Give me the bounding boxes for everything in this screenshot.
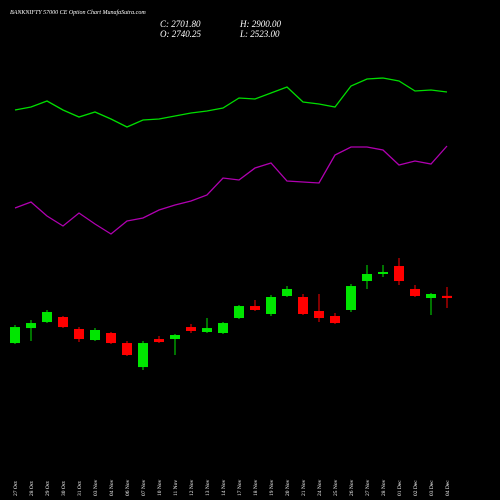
- chart-title: BANKNIFTY 57000 CE Option Chart MunafaSu…: [10, 9, 146, 16]
- indicator-line: [14, 145, 448, 235]
- x-tick-label: 04 Nov: [109, 479, 115, 496]
- candle-body: [42, 311, 52, 323]
- candle-body: [122, 343, 132, 356]
- indicator-line: [14, 77, 448, 128]
- candle-body: [58, 317, 68, 328]
- high-label: H: 2900.00: [239, 19, 281, 29]
- x-tick-label: 04 Dec: [445, 480, 451, 496]
- candle-body: [346, 286, 356, 310]
- candle-body: [186, 327, 196, 331]
- x-tick-label: 20 Nov: [285, 479, 291, 496]
- candle-body: [218, 323, 228, 334]
- candle-body: [234, 306, 244, 319]
- x-tick-label: 21 Nov: [301, 479, 307, 496]
- candle-body: [394, 266, 404, 282]
- x-tick-label: 29 Oct: [45, 481, 51, 496]
- x-tick-label: 27 Nov: [365, 479, 371, 496]
- candle-body: [250, 306, 260, 310]
- candle-body: [90, 329, 100, 341]
- x-tick-label: 17 Nov: [237, 479, 243, 496]
- candle-body: [314, 310, 324, 319]
- candle-body: [202, 328, 212, 332]
- candle-body: [26, 323, 36, 329]
- x-tick-label: 02 Dec: [413, 480, 419, 496]
- x-tick-label: 25 Nov: [333, 479, 339, 496]
- x-tick-label: 27 Oct: [13, 481, 19, 496]
- x-tick-label: 03 Dec: [429, 480, 435, 496]
- x-tick-label: 13 Nov: [205, 479, 211, 496]
- x-tick-label: 28 Nov: [381, 479, 387, 496]
- open-label: O: 2740.25: [160, 29, 201, 39]
- x-tick-label: 19 Nov: [269, 479, 275, 496]
- candle-body: [442, 295, 452, 299]
- x-tick-label: 11 Nov: [173, 480, 179, 496]
- candle-body: [330, 316, 340, 324]
- candle-body: [266, 297, 276, 314]
- x-tick-label: 01 Dec: [397, 480, 403, 496]
- x-tick-label: 14 Nov: [221, 479, 227, 496]
- candle-body: [362, 273, 372, 282]
- low-label: L: 2523.00: [239, 29, 280, 39]
- candle-body: [106, 333, 116, 344]
- x-tick-label: 12 Nov: [189, 479, 195, 496]
- x-tick-label: 31 Oct: [77, 481, 83, 496]
- x-tick-label: 26 Nov: [349, 479, 355, 496]
- x-tick-label: 18 Nov: [253, 479, 259, 496]
- candle-body: [378, 271, 388, 274]
- candle-body: [138, 343, 148, 368]
- x-tick-label: 03 Nov: [93, 479, 99, 496]
- candle-body: [10, 327, 20, 344]
- x-tick-label: 24 Nov: [317, 479, 323, 496]
- x-tick-label: 07 Nov: [141, 479, 147, 496]
- candle-body: [410, 288, 420, 297]
- x-tick-label: 28 Oct: [29, 481, 35, 496]
- candle-body: [426, 293, 436, 299]
- candle-body: [154, 339, 164, 343]
- x-tick-label: 06 Nov: [125, 479, 131, 496]
- candle-body: [282, 288, 292, 297]
- candle-body: [170, 335, 180, 340]
- candle-body: [298, 297, 308, 314]
- candle-body: [74, 328, 84, 340]
- x-tick-label: 10 Nov: [157, 479, 163, 496]
- close-label: C: 2701.80: [160, 19, 201, 29]
- x-tick-label: 30 Oct: [61, 481, 67, 496]
